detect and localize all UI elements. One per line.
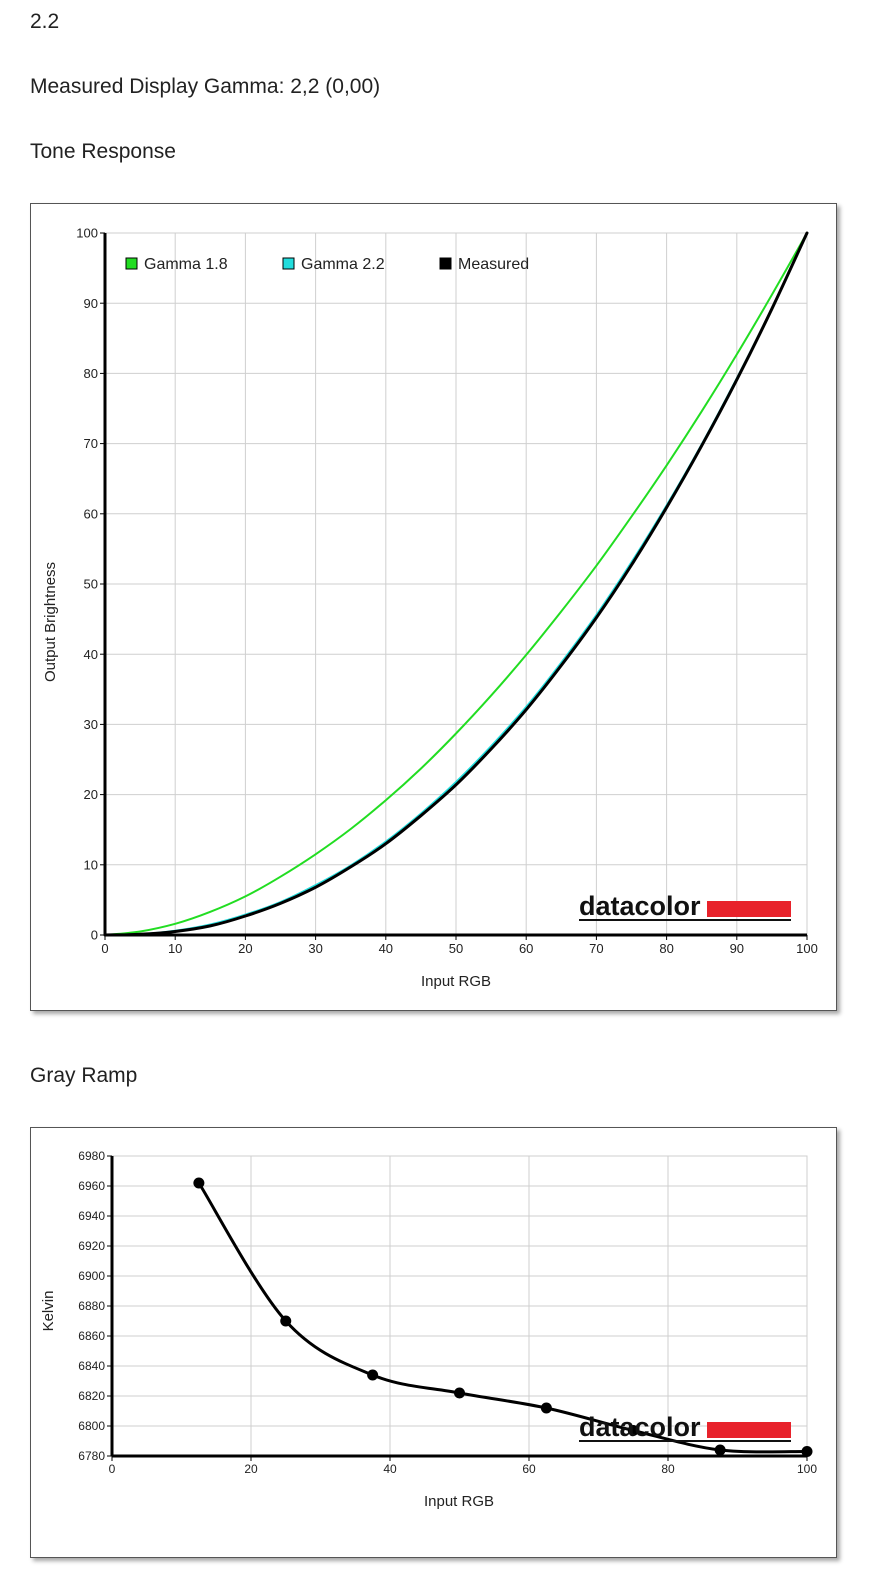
x-tick-label: 10 — [168, 941, 182, 956]
tone-y-axis-title: Output Brightness — [42, 562, 59, 682]
y-tick-label: 6960 — [78, 1179, 105, 1193]
gray-x-axis-title: Input RGB — [424, 1493, 494, 1510]
y-tick-label: 60 — [84, 506, 98, 521]
measured-gamma-text: Measured Display Gamma: 2,2 (0,00) — [30, 75, 381, 98]
data-point — [280, 1315, 292, 1327]
data-point — [193, 1177, 205, 1189]
tone-legend: Gamma 1.8 Gamma 2.2 Measured — [125, 256, 529, 273]
tone-response-chart: 0 10 20 30 40 50 60 70 80 90 100 0 10 20 30 40 50 60 70 80 9… — [30, 203, 837, 1011]
y-tick-label: 100 — [76, 226, 98, 241]
x-tick-label: 0 — [101, 941, 108, 956]
y-tick-label: 20 — [84, 787, 98, 802]
x-tick-label: 90 — [730, 941, 744, 956]
y-tick-label: 6780 — [78, 1449, 105, 1463]
gray-ramp-chart: 0 20 40 60 80 100 6780 6800 6820 6840 6860 6880 6900… — [30, 1127, 837, 1558]
datacolor-logo-bar — [707, 901, 791, 917]
series-line-2 — [103, 231, 809, 937]
series-line-0 — [104, 232, 808, 936]
datacolor-logo-underline — [579, 919, 791, 921]
datacolor-logo: datacolor — [579, 891, 791, 921]
legend-swatch — [282, 257, 295, 270]
data-point — [367, 1369, 379, 1381]
legend-label: Gamma 2.2 — [301, 256, 385, 273]
y-tick-label: 6940 — [78, 1209, 105, 1223]
x-tick-label: 20 — [238, 941, 252, 956]
value-line: 2.2 — [30, 10, 60, 33]
datacolor-logo: datacolor — [579, 1412, 791, 1442]
x-tick-label: 60 — [522, 1462, 536, 1476]
y-tick-label: 6860 — [78, 1329, 105, 1343]
x-tick-label: 20 — [244, 1462, 258, 1476]
legend-swatch — [439, 257, 452, 270]
y-tick-label: 6920 — [78, 1239, 105, 1253]
x-tick-label: 40 — [379, 941, 393, 956]
y-tick-label: 80 — [84, 366, 98, 381]
datacolor-logo-text: datacolor — [579, 891, 701, 921]
y-tick-label: 6800 — [78, 1419, 105, 1433]
y-tick-label: 10 — [84, 857, 98, 872]
datacolor-logo-bar — [707, 1422, 791, 1438]
x-tick-label: 50 — [449, 941, 463, 956]
x-tick-label: 100 — [797, 1462, 817, 1476]
x-tick-label: 40 — [383, 1462, 397, 1476]
x-tick-label: 30 — [308, 941, 322, 956]
legend-swatch — [125, 257, 138, 270]
datacolor-logo-text: datacolor — [579, 1412, 701, 1442]
gray-ramp-heading: Gray Ramp — [30, 1064, 138, 1087]
x-tick-label: 80 — [659, 941, 673, 956]
data-point — [627, 1425, 639, 1436]
y-tick-label: 30 — [84, 717, 98, 732]
datacolor-logo-underline — [579, 1440, 791, 1442]
legend-label: Gamma 1.8 — [144, 256, 228, 273]
y-tick-label: 90 — [84, 296, 98, 311]
y-tick-label: 6980 — [78, 1149, 105, 1163]
y-tick-label: 40 — [84, 647, 98, 662]
x-tick-label: 60 — [519, 941, 533, 956]
y-tick-label: 6820 — [78, 1389, 105, 1403]
y-tick-label: 6900 — [78, 1269, 105, 1283]
data-point — [454, 1387, 465, 1399]
tone-response-heading: Tone Response — [30, 140, 176, 163]
x-tick-label: 80 — [661, 1462, 675, 1476]
data-point — [801, 1446, 813, 1457]
x-tick-label: 100 — [796, 941, 818, 956]
tone-x-axis-title: Input RGB — [421, 973, 491, 990]
legend-label: Measured — [458, 256, 529, 273]
y-tick-label: 6880 — [78, 1299, 105, 1313]
gray-y-axis-title: Kelvin — [40, 1291, 57, 1332]
data-point — [714, 1444, 726, 1456]
y-tick-label: 50 — [84, 577, 98, 592]
tone-response-svg: 0 10 20 30 40 50 60 70 80 90 100 0 10 20 30 40 50 60 70 80 9… — [42, 226, 818, 990]
x-tick-label: 70 — [589, 941, 603, 956]
y-tick-label: 0 — [91, 928, 98, 943]
gray-ramp-svg: 0 20 40 60 80 100 6780 6800 6820 6840 6860 6880 6900… — [40, 1149, 817, 1510]
y-tick-label: 70 — [84, 436, 98, 451]
series-line-0 — [197, 1181, 809, 1454]
y-tick-label: 6840 — [78, 1359, 105, 1373]
data-point — [540, 1402, 552, 1414]
x-tick-label: 0 — [109, 1462, 116, 1476]
